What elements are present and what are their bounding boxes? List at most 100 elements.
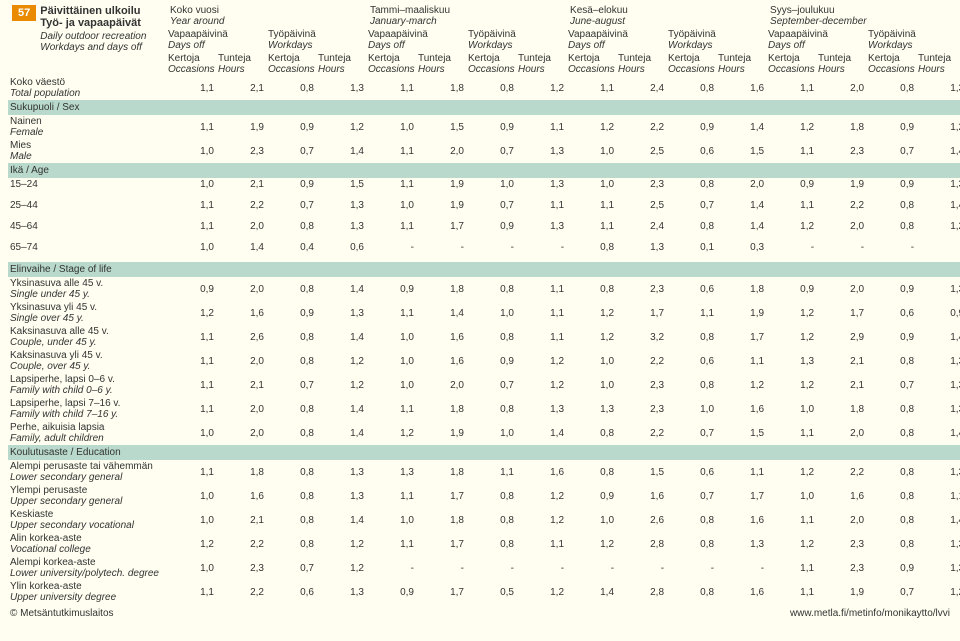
data-cell: 1,1 [716,349,766,373]
data-cell: 1,3 [916,373,960,397]
data-cell: 1,3 [316,484,366,508]
data-cell: 1,1 [166,373,216,397]
daytype-header: TyöpäivinäWorkdays [266,28,366,52]
data-cell: 1,3 [366,460,416,484]
data-cell: 0,9 [866,115,916,139]
data-cell: 1,2 [766,373,816,397]
data-cell: 2,3 [816,556,866,580]
data-cell: 2,2 [616,349,666,373]
data-cell: - [416,241,466,254]
data-cell: 1,5 [616,460,666,484]
data-cell: 0,8 [666,580,716,604]
data-cell: - [416,556,466,580]
data-cell: - [916,241,960,254]
row-label: Lapsiperhe, lapsi 0–6 v.Family with chil… [8,373,166,397]
data-cell: - [366,556,416,580]
section-header: Koulutusaste / Education [8,445,960,460]
data-cell: 0,8 [866,484,916,508]
section-header-row: Elinvaihe / Stage of life [8,262,960,277]
data-cell: 1,1 [166,397,216,421]
data-cell: 1,7 [416,484,466,508]
data-cell: 2,4 [616,220,666,233]
data-cell: 2,3 [816,139,866,163]
data-cell: 1,3 [916,556,960,580]
row-label: 45–64 [8,220,166,233]
data-cell: 1,2 [766,115,816,139]
data-cell: 1,2 [566,325,616,349]
data-cell: 2,1 [816,373,866,397]
data-cell: 1,0 [166,508,216,532]
data-cell: 0,7 [866,139,916,163]
data-cell: 1,0 [366,325,416,349]
data-cell: 1,4 [916,199,960,212]
daytype-header: VapaapäivinäDays off [166,28,266,52]
metric-header: KertojaOccasions [766,52,816,76]
data-cell: 1,7 [616,301,666,325]
data-cell: 0,8 [866,76,916,100]
data-cell: 0,8 [466,484,516,508]
data-cell: 2,3 [216,556,266,580]
data-table: 57 Päivittäinen ulkoilu Työ- ja vapaapäi… [8,4,960,604]
data-cell: 0,3 [716,241,766,254]
metric-header: TuntejaHours [716,52,766,76]
row-label: Yksinasuva yli 45 v.Single over 45 y. [8,301,166,325]
data-cell: 1,4 [916,421,960,445]
data-cell: 1,5 [716,139,766,163]
daytype-header: VapaapäivinäDays off [566,28,666,52]
data-cell: 1,1 [516,532,566,556]
data-cell: 0,9 [766,277,816,301]
title-fi: Päivittäinen ulkoilu Työ- ja vapaapäivät [40,5,164,29]
section-header-row: Ikä / Age [8,163,960,178]
table-row: 45–641,12,00,81,31,11,70,91,31,12,40,81,… [8,220,960,233]
data-cell: 0,7 [266,556,316,580]
data-cell: 0,7 [866,580,916,604]
data-cell: 2,5 [616,139,666,163]
data-cell: 1,6 [216,301,266,325]
data-cell: 1,0 [666,397,716,421]
data-cell: 0,8 [666,508,716,532]
data-cell: 0,9 [366,580,416,604]
row-label: Yksinasuva alle 45 v.Single under 45 y. [8,277,166,301]
data-cell: 0,8 [266,421,316,445]
data-cell: 0,4 [266,241,316,254]
data-cell: 1,0 [166,421,216,445]
daytype-header: TyöpäivinäWorkdays [466,28,566,52]
data-cell: 0,8 [466,397,516,421]
data-cell: 1,1 [366,76,416,100]
data-cell: 0,7 [466,199,516,212]
data-cell: 0,9 [866,556,916,580]
data-cell: 1,9 [216,115,266,139]
data-cell: 1,1 [766,556,816,580]
table-row: Ylin korkea-asteUpper university degree1… [8,580,960,604]
data-cell: 0,8 [466,532,516,556]
data-cell: 1,2 [766,325,816,349]
data-cell: 1,1 [916,484,960,508]
data-cell: 2,2 [216,532,266,556]
table-row: Lapsiperhe, lapsi 7–16 v.Family with chi… [8,397,960,421]
data-cell: 1,0 [466,178,516,191]
data-cell: 1,3 [916,460,960,484]
data-cell: 2,0 [816,277,866,301]
data-cell: 1,2 [516,76,566,100]
data-cell: 1,7 [416,580,466,604]
data-cell: 0,8 [566,460,616,484]
data-cell: 1,2 [366,421,416,445]
data-cell: 1,0 [166,178,216,191]
data-cell: 1,3 [916,349,960,373]
data-cell: 1,7 [716,484,766,508]
data-cell: 1,1 [366,532,416,556]
data-cell: 1,1 [166,76,216,100]
data-cell: 2,0 [416,139,466,163]
data-cell: 2,0 [416,373,466,397]
data-cell: 0,9 [866,277,916,301]
data-cell: 1,0 [566,373,616,397]
data-cell: 0,8 [866,199,916,212]
data-cell: 0,6 [666,460,716,484]
data-cell: 0,8 [566,277,616,301]
row-label: 65–74 [8,241,166,254]
data-cell: 2,2 [816,199,866,212]
data-cell: 0,8 [266,484,316,508]
data-cell: 0,1 [666,241,716,254]
data-cell: 1,0 [466,301,516,325]
row-label: Koko väestöTotal population [8,76,166,100]
